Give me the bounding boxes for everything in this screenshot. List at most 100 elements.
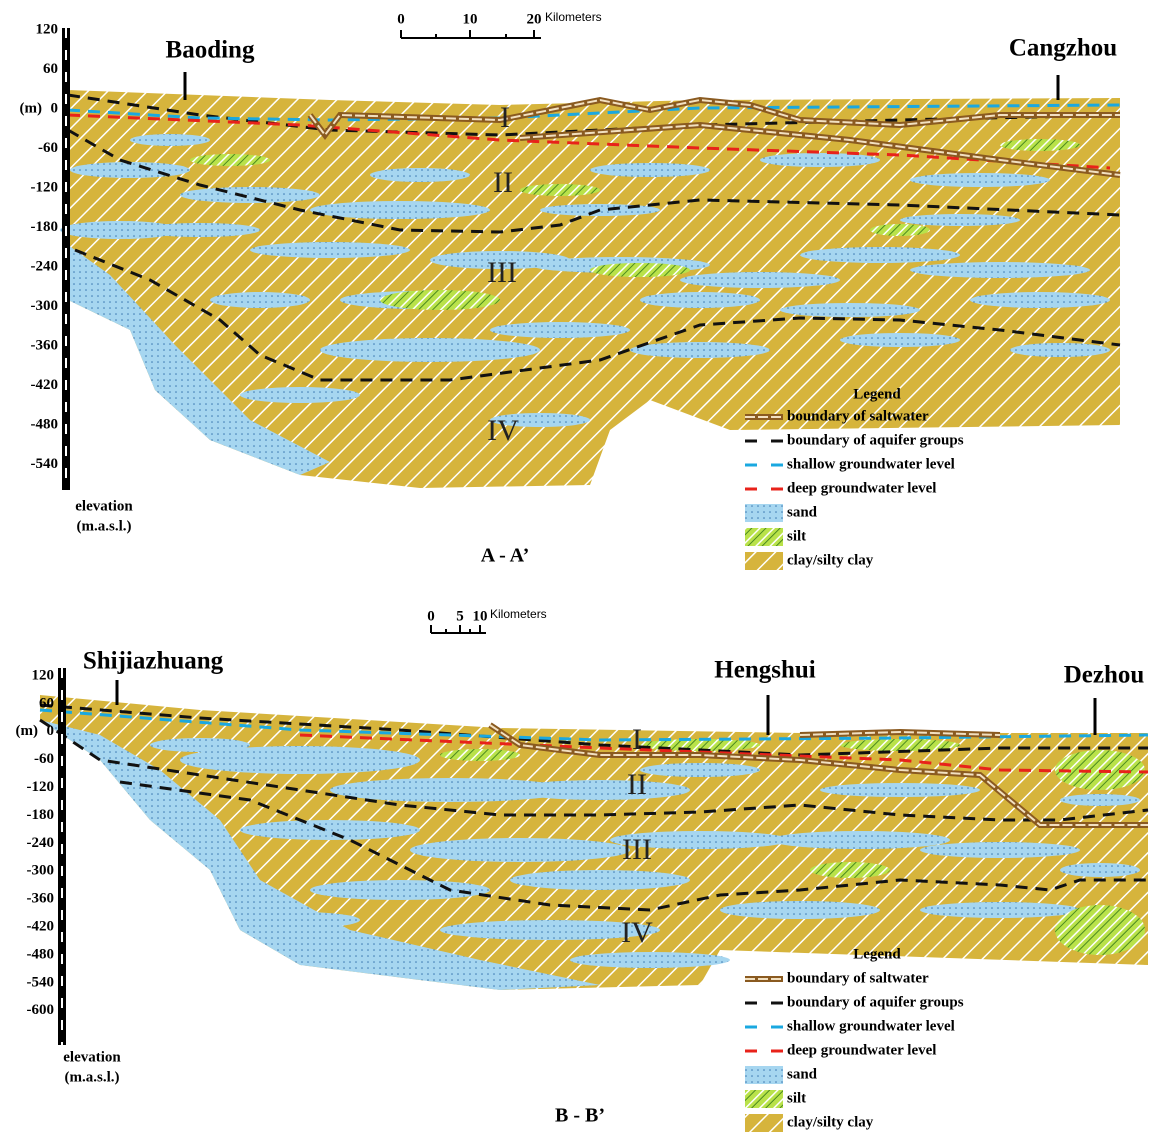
aquifer-group-label: I — [500, 101, 510, 134]
section-title: A - A’ — [481, 545, 530, 567]
silt-lens — [1000, 139, 1080, 151]
sand-lens — [540, 204, 660, 216]
sand-lens — [150, 738, 250, 752]
sand-lens — [1060, 863, 1140, 877]
cross-section — [60, 90, 1120, 488]
elevation-tick-label: -300 — [27, 863, 55, 879]
elevation-tick-label: -300 — [31, 298, 59, 314]
sand-lens — [1010, 343, 1110, 357]
sand-lens — [510, 780, 690, 800]
sand-lens — [760, 153, 880, 167]
legend-label: boundary of aquifer groups — [787, 432, 964, 448]
scale-label: 20 — [527, 11, 542, 27]
elevation-tick-label: -420 — [31, 377, 59, 393]
elevation-tick-label: -480 — [31, 416, 59, 432]
elevation-tick-label: 60 — [43, 61, 58, 77]
elevation-tick-label: 60 — [39, 695, 54, 711]
legend-label: deep groundwater level — [787, 1042, 936, 1058]
legend-swatch — [745, 528, 783, 546]
sand-lens — [900, 214, 1020, 226]
legend-label: boundary of saltwater — [787, 408, 929, 424]
sand-lens — [240, 912, 360, 928]
sand-lens — [490, 322, 630, 338]
scale-label: 10 — [463, 11, 478, 27]
sand-lens — [970, 292, 1110, 308]
elevation-tick-label: -600 — [27, 1002, 55, 1018]
aquifer-group-label: III — [487, 256, 517, 289]
aquifer-group-label: I — [632, 723, 642, 756]
sand-lens — [250, 242, 410, 258]
silt-lens — [190, 154, 270, 166]
silt-lens — [440, 749, 520, 761]
legend-label: sand — [787, 504, 818, 520]
elevation-tick-label: -540 — [31, 456, 59, 472]
legend-title: Legend — [853, 946, 901, 962]
legend-label: shallow groundwater level — [787, 456, 955, 472]
elevation-tick-label: -360 — [31, 337, 59, 353]
scale-unit: Kilometers — [490, 607, 547, 621]
elevation-tick-label: 0 — [51, 100, 59, 116]
elevation-tick-label: -480 — [27, 946, 55, 962]
sand-lens — [320, 338, 540, 362]
silt-lens — [1055, 905, 1145, 955]
sand-lens — [60, 221, 180, 239]
elevation-tick-label: -120 — [27, 779, 55, 795]
cross-section — [40, 695, 1148, 990]
sand-lens — [240, 820, 420, 840]
figure: 120600-60-120-180-240-300-360-420-480-54… — [0, 0, 1151, 1133]
sand-lens — [820, 783, 980, 797]
elevation-caption: elevation — [75, 498, 133, 514]
sand-lens — [840, 333, 960, 347]
elevation-unit: (m) — [20, 100, 43, 116]
sand-lens — [780, 303, 920, 317]
legend-label: sand — [787, 1066, 818, 1082]
elevation-tick-label: -420 — [27, 919, 55, 935]
elevation-tick-label: -60 — [38, 140, 58, 156]
aquifer-group-label: III — [622, 833, 652, 866]
sand-lens — [310, 880, 490, 900]
elevation-tick-label: -120 — [31, 179, 59, 195]
sand-lens — [640, 292, 760, 308]
sand-lens — [800, 247, 960, 263]
silt-lens — [870, 224, 930, 236]
silt-lens — [520, 184, 600, 196]
place-name: Dezhou — [1064, 662, 1145, 689]
legend-swatch — [745, 552, 783, 570]
legend-label: deep groundwater level — [787, 480, 936, 496]
legend-swatch — [745, 1114, 783, 1132]
sand-lens — [210, 292, 310, 308]
scale-unit: Kilometers — [545, 10, 602, 24]
elevation-tick-label: 120 — [32, 667, 55, 683]
sand-lens — [910, 173, 1050, 187]
elevation-unit: (m) — [16, 723, 39, 739]
sand-lens — [1060, 794, 1140, 806]
place-name: Shijiazhuang — [83, 648, 224, 675]
elevation-tick-label: 0 — [47, 723, 55, 739]
sand-lens — [240, 387, 360, 403]
legend-label: shallow groundwater level — [787, 1018, 955, 1034]
elevation-caption: (m.a.s.l.) — [65, 1069, 120, 1085]
elevation-tick-label: -540 — [27, 974, 55, 990]
legend-swatch — [745, 504, 783, 522]
scale-label: 0 — [427, 608, 435, 624]
sand-lens — [630, 342, 770, 358]
legend-label: silt — [787, 528, 806, 544]
silt-lens — [590, 263, 690, 277]
sand-lens — [920, 842, 1080, 858]
sand-lens — [590, 163, 710, 177]
elevation-tick-label: -240 — [27, 835, 55, 851]
elevation-tick-label: -240 — [31, 258, 59, 274]
sand-lens — [920, 902, 1080, 918]
aquifer-group-label: IV — [621, 916, 653, 949]
aquifer-group-label: II — [627, 768, 647, 801]
scale-label: 5 — [456, 608, 464, 624]
legend-title: Legend — [853, 386, 901, 402]
section-title: B - B’ — [555, 1105, 605, 1127]
sand-lens — [770, 831, 950, 849]
aquifer-group-label: IV — [487, 414, 519, 447]
sand-lens — [910, 262, 1090, 278]
legend-label: silt — [787, 1090, 806, 1106]
aquifer-group-label: II — [493, 166, 513, 199]
legend-swatch — [745, 1066, 783, 1084]
sand-lens — [410, 838, 630, 862]
